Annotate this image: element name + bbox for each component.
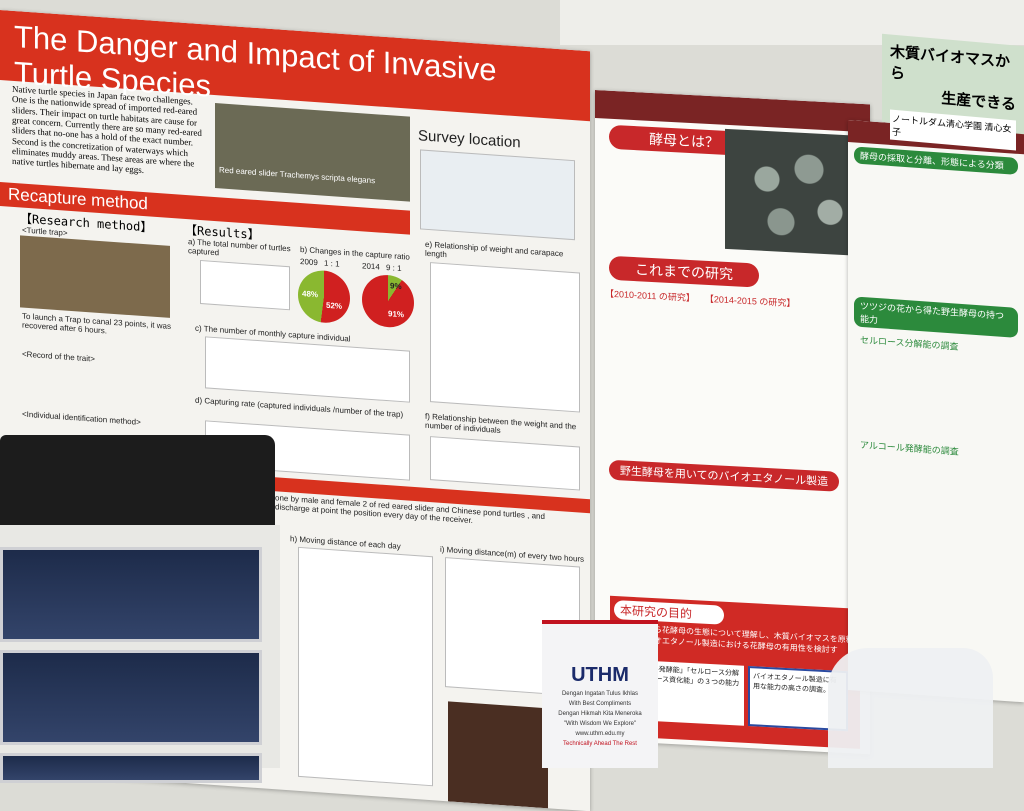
black-bag — [0, 435, 275, 540]
pie-2009-label-a: 48% — [302, 289, 319, 300]
intro-text: Native turtle species in Japan face two … — [12, 83, 202, 176]
survey-title: Survey location — [418, 127, 521, 152]
record-label: <Record of the trait> — [22, 349, 95, 364]
pennant-line4: "With Wisdom We Explore" — [563, 721, 637, 727]
chart-a-title: a) The total number of turtles captured — [188, 237, 291, 258]
pennant-line3: Dengan Hikmah Kita Meneroka — [558, 711, 642, 717]
drawer-cabinet — [0, 525, 280, 783]
uthm-logo: UTHM — [571, 664, 629, 686]
pie-2014-year: 2014 — [362, 261, 380, 272]
pennant-line1: Dengan Ingatan Tulus Ikhlas — [561, 691, 639, 697]
pie-2009-ratio: 1 : 1 — [324, 258, 340, 269]
photo-caption: Red eared slider Trachemys scripta elega… — [219, 165, 376, 186]
conclusion-box — [448, 701, 548, 809]
id-method-label: <Individual identification method> — [22, 409, 141, 427]
chart-c — [205, 336, 410, 403]
drawer[interactable] — [0, 547, 262, 642]
chart-a — [200, 259, 290, 311]
pennant-tag: Technically Ahead The Rest — [563, 741, 637, 747]
pie-2014-label-b: 91% — [388, 309, 405, 320]
pie-2009: 48% 52% — [298, 268, 350, 325]
pennant-url: www.uthm.edu.my — [575, 731, 625, 737]
turtle-photo: Red eared slider Trachemys scripta elega… — [215, 103, 410, 202]
sub-2014: 【2014-2015 の研究】 — [704, 293, 796, 309]
pie-2009-label-b: 52% — [326, 300, 343, 311]
sub-2010: 【2010-2011 の研究】 — [605, 288, 695, 304]
chart-e — [430, 262, 580, 413]
flower-yeast-poster: 酵母の採取と分離、形態による分類 ツツジの花から得た野生酵母の持つ能力 セルロー… — [848, 120, 1024, 703]
bioethanol-banner: 野生酵母を用いてのバイオエタノール製造 — [609, 459, 839, 492]
chart-h — [298, 546, 433, 787]
wall-sign: 木質バイオマスから 生産できる ノートルダム清心学園 清心女子 — [882, 33, 1024, 151]
heading-research: これまでの研究 — [609, 255, 759, 288]
pennant-line2: With Best Compliments — [568, 701, 632, 707]
ceiling — [560, 0, 1024, 45]
trap-photo — [20, 235, 170, 318]
plastic-bag — [828, 648, 993, 768]
pie-2014-label-a: 9% — [390, 281, 402, 292]
chart-f — [430, 436, 580, 491]
pie-2009-year: 2009 — [300, 256, 318, 268]
yeast-micrograph — [725, 128, 865, 257]
pie-2014: 9% 91% — [362, 273, 414, 329]
survey-map — [420, 149, 575, 241]
pie-2014-ratio: 9 : 1 — [386, 262, 402, 274]
drawer[interactable] — [0, 753, 262, 783]
uthm-pennant: UTHM Dengan Ingatan Tulus Ikhlas With Be… — [542, 620, 658, 768]
drawer[interactable] — [0, 650, 262, 745]
